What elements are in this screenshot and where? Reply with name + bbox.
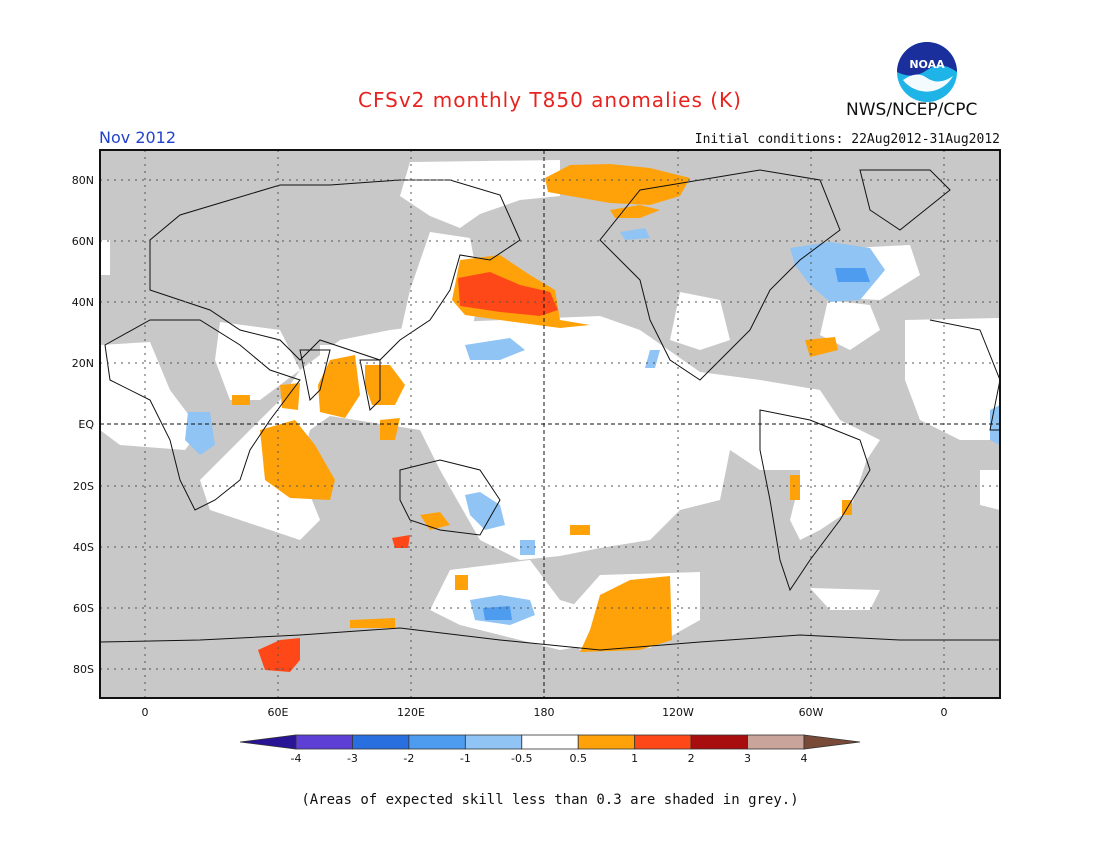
colorbar-tick-label: 3 xyxy=(744,752,751,765)
strong-warm-anomaly-regions xyxy=(258,272,558,672)
cool-anomaly-regions xyxy=(185,228,1000,625)
lat-label: 60S xyxy=(73,602,94,615)
equator-and-dateline xyxy=(100,150,1000,698)
colorbar-swatch xyxy=(352,734,410,750)
colorbar-labels: -4 -3 -2 -1 -0.5 0.5 1 2 3 4 xyxy=(291,752,808,765)
colorbar-tick-label: 1 xyxy=(631,752,638,765)
lat-label: 20S xyxy=(73,480,94,493)
noaa-logo: NOAA xyxy=(897,42,957,102)
colorbar-tick-label: -1 xyxy=(460,752,471,765)
moderate-cool-anomaly-regions xyxy=(483,268,870,620)
colorbar-swatch xyxy=(521,734,579,750)
map-frame xyxy=(99,149,1001,699)
lat-label: 40S xyxy=(73,541,94,554)
lat-label: 80S xyxy=(73,663,94,676)
logo-text: NOAA xyxy=(909,58,945,71)
latitude-labels: 80N 60N 40N 20N EQ 20S 40S 60S 80S xyxy=(72,174,95,676)
lon-label: 180 xyxy=(534,706,555,719)
lat-label: 40N xyxy=(72,296,94,309)
colorbar-end-high xyxy=(803,734,861,750)
lon-label: 60E xyxy=(268,706,289,719)
colorbar-legend xyxy=(239,734,861,750)
lon-label: 120W xyxy=(662,706,694,719)
lon-label: 120E xyxy=(397,706,425,719)
map-title: CFSv2 monthly T850 anomalies (K) xyxy=(358,88,742,112)
colorbar-swatch xyxy=(577,734,636,750)
lon-label: 60W xyxy=(799,706,824,719)
lat-label: 20N xyxy=(72,357,94,370)
colorbar-swatch xyxy=(295,734,353,750)
colorbar-swatch xyxy=(747,734,805,750)
lat-label: EQ xyxy=(78,418,94,431)
colorbar-tick-label: -0.5 xyxy=(511,752,532,765)
forecast-month: Nov 2012 xyxy=(99,128,177,147)
skill-footnote: (Areas of expected skill less than 0.3 a… xyxy=(301,792,799,808)
lat-label: 60N xyxy=(72,235,94,248)
colorbar-swatch xyxy=(464,734,523,750)
colorbar-swatch xyxy=(634,734,692,750)
colorbar-tick-label: 4 xyxy=(801,752,808,765)
lon-label: 0 xyxy=(941,706,948,719)
colorbar-swatch xyxy=(690,734,748,750)
colorbar-swatch xyxy=(408,734,466,750)
colorbar-tick-label: -2 xyxy=(403,752,414,765)
coastlines xyxy=(100,169,1000,651)
colorbar-tick-label: -4 xyxy=(291,752,302,765)
lon-label: 0 xyxy=(142,706,149,719)
colorbar-tick-label: 2 xyxy=(688,752,695,765)
agency-label: NWS/NCEP/CPC xyxy=(846,100,978,120)
colorbar-tick-label: -3 xyxy=(347,752,358,765)
lat-label: 80N xyxy=(72,174,94,187)
longitude-labels: 0 60E 120E 180 120W 60W 0 xyxy=(142,706,948,719)
colorbar-end-low xyxy=(239,734,297,750)
colorbar-tick-label: 0.5 xyxy=(569,752,587,765)
initial-conditions: Initial conditions: 22Aug2012-31Aug2012 xyxy=(694,132,1000,147)
